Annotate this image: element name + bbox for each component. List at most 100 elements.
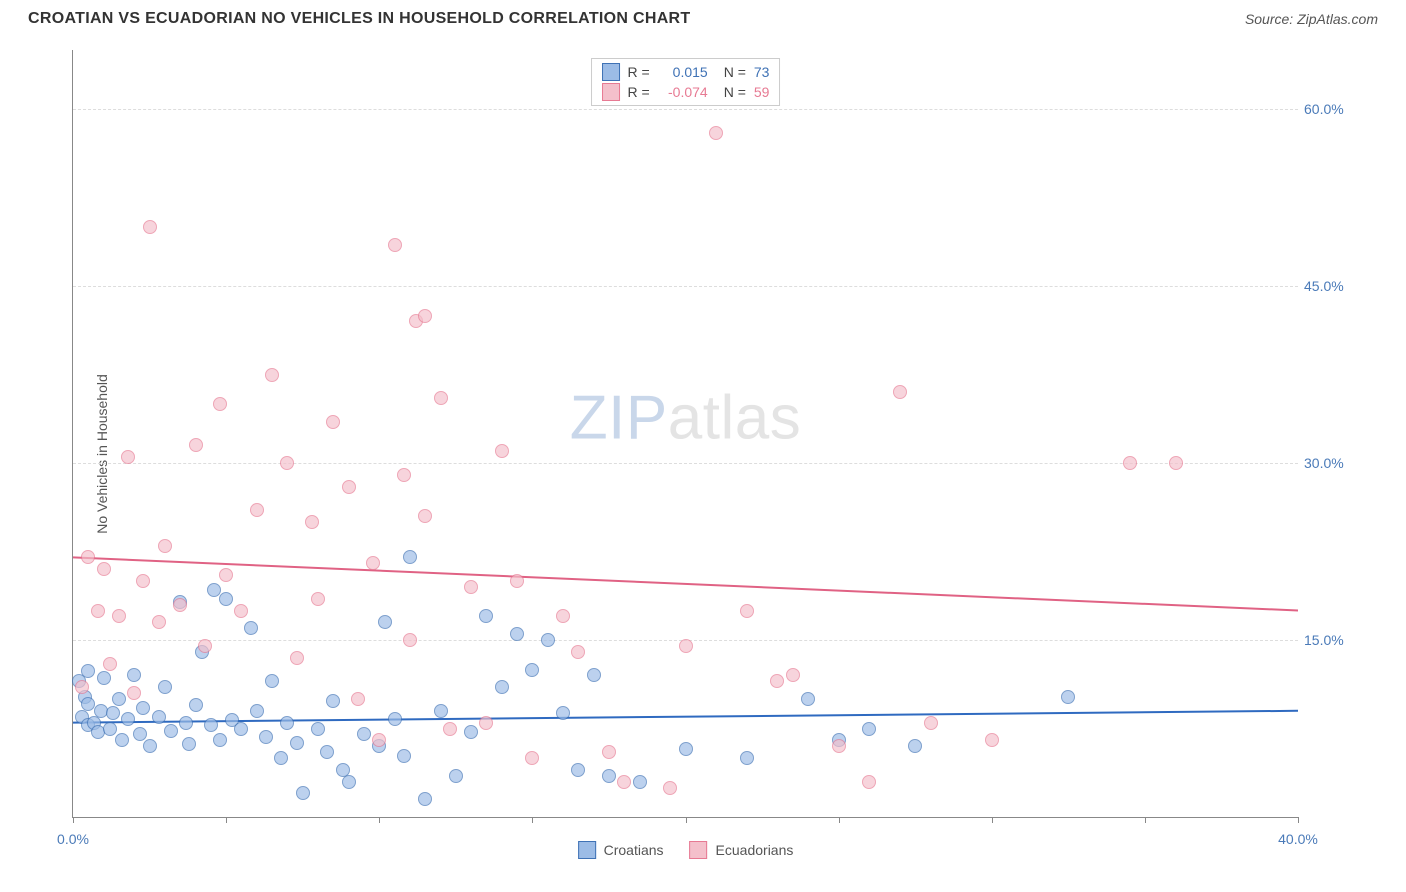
data-point bbox=[541, 633, 555, 647]
data-point bbox=[633, 775, 647, 789]
stat-r-label: R = bbox=[628, 84, 650, 100]
data-point bbox=[397, 749, 411, 763]
data-point bbox=[418, 509, 432, 523]
x-tick-label: 40.0% bbox=[1278, 831, 1318, 847]
legend-swatch bbox=[690, 841, 708, 859]
data-point bbox=[602, 769, 616, 783]
watermark: ZIPatlas bbox=[570, 383, 801, 454]
data-point bbox=[770, 674, 784, 688]
legend-label: Ecuadorians bbox=[716, 842, 794, 858]
data-point bbox=[305, 515, 319, 529]
data-point bbox=[1061, 690, 1075, 704]
data-point bbox=[571, 763, 585, 777]
data-point bbox=[1169, 456, 1183, 470]
data-point bbox=[434, 704, 448, 718]
legend-item: Ecuadorians bbox=[690, 841, 794, 859]
gridline bbox=[73, 109, 1298, 110]
data-point bbox=[342, 775, 356, 789]
x-tick bbox=[1145, 817, 1146, 823]
x-tick bbox=[379, 817, 380, 823]
data-point bbox=[862, 775, 876, 789]
data-point bbox=[1123, 456, 1137, 470]
scatter-plot: ZIPatlas R =0.015N =73R =-0.074N =59 Cro… bbox=[72, 50, 1298, 818]
data-point bbox=[112, 609, 126, 623]
data-point bbox=[740, 604, 754, 618]
data-point bbox=[571, 645, 585, 659]
data-point bbox=[663, 781, 677, 795]
data-point bbox=[219, 568, 233, 582]
data-point bbox=[556, 609, 570, 623]
data-point bbox=[143, 739, 157, 753]
data-point bbox=[464, 580, 478, 594]
data-point bbox=[709, 126, 723, 140]
data-point bbox=[862, 722, 876, 736]
legend-swatch bbox=[578, 841, 596, 859]
data-point bbox=[495, 444, 509, 458]
data-point bbox=[106, 706, 120, 720]
data-point bbox=[510, 627, 524, 641]
stats-row: R =-0.074N =59 bbox=[602, 83, 770, 101]
data-point bbox=[213, 733, 227, 747]
data-point bbox=[924, 716, 938, 730]
data-point bbox=[158, 680, 172, 694]
data-point bbox=[280, 716, 294, 730]
data-point bbox=[832, 739, 846, 753]
data-point bbox=[510, 574, 524, 588]
data-point bbox=[97, 671, 111, 685]
data-point bbox=[121, 712, 135, 726]
page-title: CROATIAN VS ECUADORIAN NO VEHICLES IN HO… bbox=[28, 10, 690, 28]
data-point bbox=[75, 680, 89, 694]
data-point bbox=[449, 769, 463, 783]
stat-n-value: 59 bbox=[754, 84, 770, 100]
data-point bbox=[158, 539, 172, 553]
data-point bbox=[115, 733, 129, 747]
data-point bbox=[366, 556, 380, 570]
data-point bbox=[250, 704, 264, 718]
data-point bbox=[179, 716, 193, 730]
data-point bbox=[311, 592, 325, 606]
data-point bbox=[388, 712, 402, 726]
y-tick-label: 30.0% bbox=[1304, 455, 1374, 471]
stats-row: R =0.015N =73 bbox=[602, 63, 770, 81]
data-point bbox=[81, 664, 95, 678]
gridline bbox=[73, 286, 1298, 287]
data-point bbox=[103, 722, 117, 736]
data-point bbox=[213, 397, 227, 411]
data-point bbox=[418, 309, 432, 323]
x-tick bbox=[839, 817, 840, 823]
data-point bbox=[103, 657, 117, 671]
data-point bbox=[893, 385, 907, 399]
data-point bbox=[525, 663, 539, 677]
data-point bbox=[234, 604, 248, 618]
legend-swatch bbox=[602, 83, 620, 101]
data-point bbox=[326, 694, 340, 708]
data-point bbox=[617, 775, 631, 789]
data-point bbox=[81, 550, 95, 564]
data-point bbox=[250, 503, 264, 517]
watermark-zip: ZIP bbox=[570, 384, 668, 453]
data-point bbox=[403, 550, 417, 564]
chart-container: No Vehicles in Household ZIPatlas R =0.0… bbox=[28, 44, 1378, 864]
data-point bbox=[189, 698, 203, 712]
data-point bbox=[204, 718, 218, 732]
data-point bbox=[143, 220, 157, 234]
legend-swatch bbox=[602, 63, 620, 81]
data-point bbox=[320, 745, 334, 759]
x-tick bbox=[532, 817, 533, 823]
data-point bbox=[127, 668, 141, 682]
data-point bbox=[403, 633, 417, 647]
y-tick-label: 45.0% bbox=[1304, 278, 1374, 294]
data-point bbox=[198, 639, 212, 653]
gridline bbox=[73, 463, 1298, 464]
stat-n-value: 73 bbox=[754, 64, 770, 80]
stat-r-value: -0.074 bbox=[658, 84, 708, 100]
trend-lines bbox=[73, 50, 1298, 817]
data-point bbox=[372, 733, 386, 747]
data-point bbox=[587, 668, 601, 682]
data-point bbox=[152, 615, 166, 629]
data-point bbox=[290, 651, 304, 665]
data-point bbox=[182, 737, 196, 751]
data-point bbox=[418, 792, 432, 806]
stat-n-label: N = bbox=[724, 64, 746, 80]
data-point bbox=[173, 598, 187, 612]
